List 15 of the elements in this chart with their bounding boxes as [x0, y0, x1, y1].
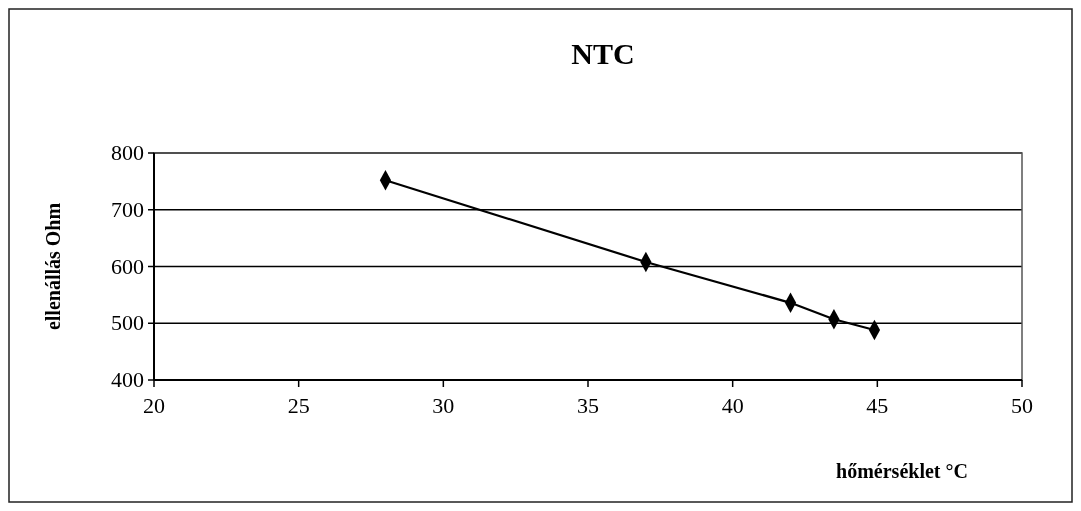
y-axis-title: ellenállás Ohm: [42, 202, 64, 331]
chart-title: NTC: [571, 37, 635, 70]
y-tick-label: 600: [111, 253, 144, 279]
x-tick-label: 50: [1011, 393, 1033, 418]
y-tick-label: 400: [111, 367, 144, 392]
x-tick-label: 35: [577, 393, 599, 418]
y-tick-label: 500: [111, 310, 144, 336]
x-axis-title: hőmérséklet °C: [836, 460, 968, 482]
x-tick-label: 25: [287, 393, 310, 418]
y-tick-label: 700: [111, 196, 144, 222]
x-tick-label: 20: [143, 393, 165, 418]
x-tick-label: 30: [432, 393, 455, 418]
x-tick-label: 45: [866, 393, 889, 418]
y-tick-label: 800: [111, 140, 144, 165]
x-tick-label: 40: [721, 393, 744, 418]
